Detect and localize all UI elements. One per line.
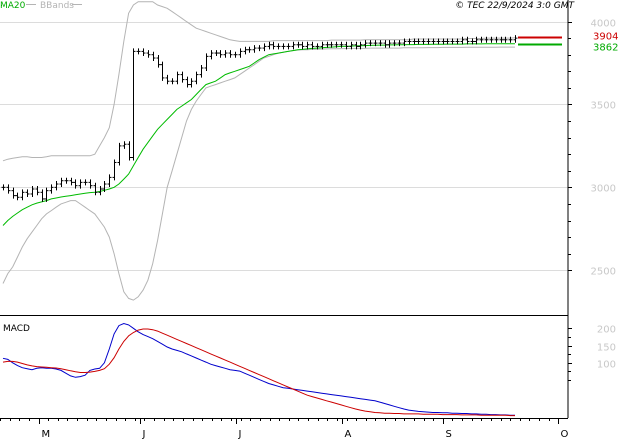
ma20-line <box>2 43 515 226</box>
x-axis-tick-label: J <box>238 429 242 440</box>
price-y-tick-label: 3500 <box>591 101 616 112</box>
bollinger-bands <box>2 1 516 301</box>
price-grid <box>0 22 568 271</box>
signal-series-line <box>2 328 515 417</box>
y-axis: 2500 3000 3500 4000 100 150 200 <box>568 19 616 381</box>
x-axis-tick-label: M <box>42 429 51 440</box>
bb-lower-line <box>2 46 515 301</box>
watermark: © TEC 22/9/2024 3:0 GMT <box>455 1 575 11</box>
macd-y-tick-label: 150 <box>597 343 616 354</box>
support-level-label: 3862 <box>593 43 618 54</box>
resistance-level-label: 3904 <box>593 32 618 43</box>
bbands-legend-label: BBands <box>40 1 74 11</box>
bb-upper-line <box>2 1 516 162</box>
price-bars <box>1 35 518 202</box>
macd-y-tick-label: 200 <box>597 325 616 336</box>
x-axis-tick-label: S <box>446 429 452 440</box>
x-axis-tick-label: O <box>561 429 569 440</box>
macd-title: MACD <box>3 324 30 334</box>
macd-lines <box>2 322 515 417</box>
price-y-tick-label: 3000 <box>591 184 616 195</box>
price-y-tick-label: 2500 <box>591 267 616 278</box>
ma20-legend-label: MA20 <box>0 1 26 11</box>
x-axis-tick-label: A <box>345 429 352 440</box>
price-y-tick-label: 4000 <box>591 19 616 30</box>
x-axis-tick-label: J <box>142 429 146 440</box>
macd-y-tick-label: 100 <box>597 360 616 371</box>
ma20-series-line <box>2 43 515 226</box>
